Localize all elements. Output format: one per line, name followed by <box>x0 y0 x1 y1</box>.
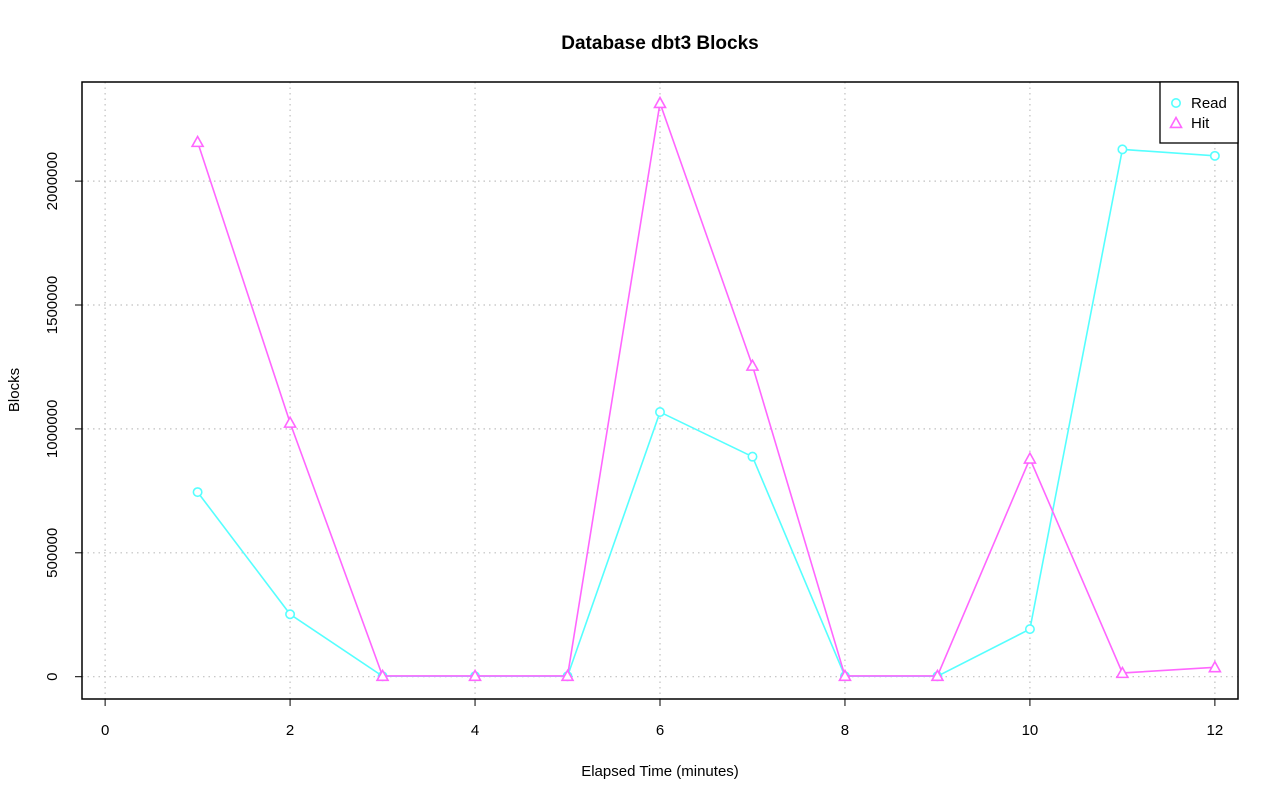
x-tick-label: 4 <box>471 722 479 739</box>
legend-label-read: Read <box>1191 95 1227 112</box>
data-point-hit <box>653 95 667 109</box>
y-tick-label: 2000000 <box>44 152 61 210</box>
data-point-hit <box>283 415 297 428</box>
series <box>190 95 1222 682</box>
x-tick-label: 6 <box>656 722 664 739</box>
data-point-read <box>1024 624 1035 635</box>
legend-item-read: Read <box>1171 95 1227 112</box>
legend-item-hit: Hit <box>1169 115 1210 132</box>
data-point-read <box>654 407 665 418</box>
legend-marker-read <box>1171 98 1182 109</box>
x-axis-label: Elapsed Time (minutes) <box>581 763 739 780</box>
data-point-hit <box>1115 665 1130 679</box>
data-point-hit <box>560 668 575 682</box>
series-line-read <box>196 148 1215 678</box>
data-point-hit <box>468 668 482 682</box>
y-tick-label: 1500000 <box>44 276 61 334</box>
data-point-hit <box>1208 660 1222 673</box>
grid <box>82 82 1238 699</box>
data-point-read <box>192 487 203 498</box>
series-hit <box>190 95 1222 682</box>
data-point-read <box>1209 150 1220 161</box>
axes: 0 2 4 6 8 10 12 0 500000 1000000 1500000 2000000 <box>44 152 1223 739</box>
data-point-hit <box>190 134 205 148</box>
legend-label-hit: Hit <box>1191 115 1210 132</box>
y-tick-label: 1000000 <box>44 400 61 458</box>
data-point-hit <box>375 668 390 682</box>
x-tick-label: 2 <box>286 722 294 739</box>
x-tick-label: 12 <box>1207 722 1224 739</box>
data-point-hit <box>838 668 852 682</box>
data-point-read <box>285 609 296 620</box>
data-point-hit <box>930 668 945 682</box>
data-point-read <box>1117 144 1128 155</box>
y-tick-label: 500000 <box>44 528 61 578</box>
x-tick-label: 10 <box>1022 722 1039 739</box>
x-tick-label: 8 <box>841 722 849 739</box>
legend-marker-hit <box>1169 115 1183 129</box>
x-tick-label: 0 <box>101 722 109 739</box>
legend-box <box>1159 81 1239 144</box>
data-point-read <box>747 451 758 462</box>
series-read <box>192 144 1220 682</box>
plot-frame <box>81 81 1239 700</box>
series-line-hit <box>196 102 1215 677</box>
data-point-hit <box>745 358 760 371</box>
y-tick-label: 0 <box>44 673 61 681</box>
legend: Read Hit <box>1159 81 1239 144</box>
y-axis-label: Blocks <box>6 368 23 412</box>
data-point-hit <box>1023 451 1037 464</box>
chart-title: Database dbt3 Blocks <box>561 33 758 54</box>
